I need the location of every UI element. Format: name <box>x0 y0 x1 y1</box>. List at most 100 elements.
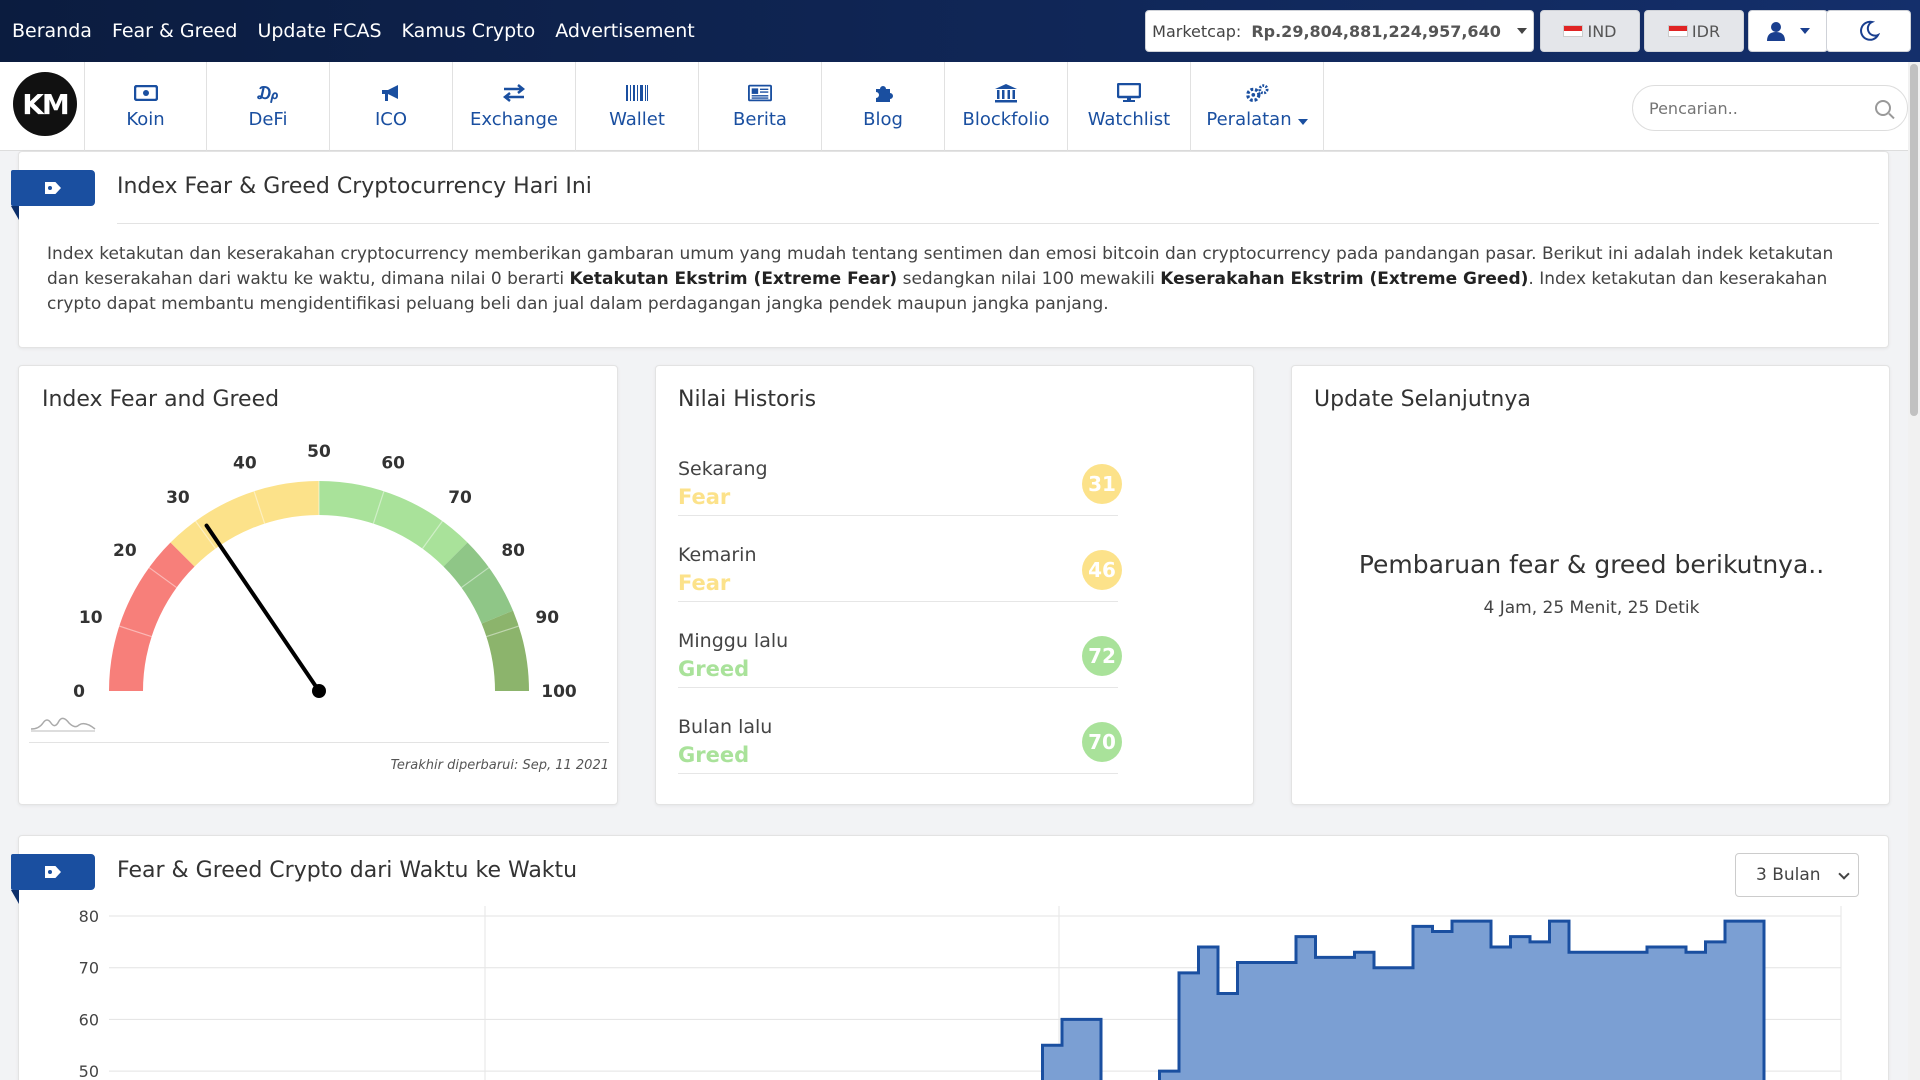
nav-exchange[interactable]: Exchange <box>453 62 576 151</box>
dark-mode-toggle[interactable] <box>1826 10 1911 52</box>
gauge-tick <box>253 491 266 524</box>
ribbon-label <box>11 854 95 904</box>
history-area-chart: 80 70 60 50 <box>79 906 1842 1080</box>
gauge-tick-label: 30 <box>166 488 190 508</box>
indonesia-flag-icon <box>1667 25 1688 37</box>
historis-status: Fear <box>678 485 731 509</box>
top-bar: Beranda Fear & Greed Update FCAS Kamus C… <box>0 0 1920 62</box>
defi-icon: ₯ <box>255 82 281 104</box>
nav-label: Peralatan <box>1206 109 1308 130</box>
intro-title: Index Fear & Greed Cryptocurrency Hari I… <box>117 174 592 199</box>
divider <box>117 223 1879 224</box>
gauge-tick <box>461 567 490 589</box>
nav-label: Watchlist <box>1087 109 1171 130</box>
gauge-tick-label: 100 <box>541 682 577 702</box>
gauge-tick-label: 10 <box>79 608 103 628</box>
nav-defi[interactable]: ₯ DeFi <box>207 62 330 151</box>
y-tick-label: 50 <box>79 1062 99 1080</box>
marketcap-dropdown[interactable]: Marketcap: Rp.29,804,881,224,957,640 <box>1145 10 1534 52</box>
period-value: 3 Bulan <box>1756 865 1821 885</box>
historis-label: Kemarin <box>678 544 757 566</box>
nav-blog[interactable]: Blog <box>822 62 945 151</box>
megaphone-icon <box>379 83 403 103</box>
money-icon <box>133 83 158 103</box>
sparkline-icon <box>30 717 96 732</box>
topnav-advertisement[interactable]: Advertisement <box>555 20 695 42</box>
gauge-tick-label: 90 <box>535 608 559 628</box>
tag-icon <box>45 866 61 878</box>
nav-blockfolio[interactable]: Blockfolio <box>945 62 1068 151</box>
ribbon-label <box>11 170 95 220</box>
nav-label: Berita <box>733 109 787 130</box>
gauge-tick-label: 20 <box>113 541 137 561</box>
gauge-segment-extreme-greed <box>481 610 529 691</box>
user-icon <box>1767 22 1785 41</box>
currency-label: IDR <box>1691 21 1721 41</box>
bank-icon <box>994 83 1018 103</box>
chevron-down-icon <box>1800 28 1810 34</box>
topnav-beranda[interactable]: Beranda <box>12 20 92 42</box>
gauge-tick-label: 50 <box>307 442 331 462</box>
search-input[interactable] <box>1649 98 1849 118</box>
period-select[interactable]: 3 Bulan <box>1735 853 1859 897</box>
intro-card: Index Fear & Greed Cryptocurrency Hari I… <box>11 151 1889 348</box>
language-button[interactable]: IND <box>1540 10 1640 52</box>
site-logo[interactable]: KM <box>13 72 77 136</box>
historis-badge: 31 <box>1082 464 1122 504</box>
intro-paragraph: Index ketakutan dan keserakahan cryptocu… <box>47 244 1834 314</box>
topnav-fear-greed[interactable]: Fear & Greed <box>111 20 238 42</box>
nav-label: Blog <box>863 109 903 130</box>
y-tick-label: 70 <box>79 959 99 978</box>
gauge-needle <box>204 523 321 693</box>
gauge-segment-greed-high <box>443 542 514 624</box>
user-menu-button[interactable] <box>1748 10 1828 52</box>
gauge-tick <box>372 491 385 524</box>
nav-ico[interactable]: ICO <box>330 62 453 151</box>
historis-row: Minggu lalu Greed 72 <box>678 626 1122 688</box>
nav-watchlist[interactable]: Watchlist <box>1068 62 1191 151</box>
historis-label: Sekarang <box>678 458 768 480</box>
language-label: IND <box>1587 21 1617 41</box>
countdown: 4 Jam, 25 Menit, 25 Detik <box>1483 598 1700 618</box>
moon-icon <box>1859 20 1880 41</box>
historis-card: Nilai Historis Sekarang Fear 31 Kemarin … <box>655 365 1254 805</box>
gauge-segment-extreme-fear <box>109 542 195 691</box>
newspaper-icon <box>748 83 772 103</box>
topnav-kamus-crypto[interactable]: Kamus Crypto <box>401 20 536 42</box>
search-box[interactable] <box>1632 85 1908 131</box>
last-updated: Terakhir diperbarui: Sep, 11 2021 <box>390 758 609 773</box>
nav-label: DeFi <box>248 109 288 130</box>
nav-peralatan[interactable]: Peralatan <box>1191 62 1324 151</box>
historis-row: Sekarang Fear 31 <box>678 454 1122 516</box>
historis-badge: 70 <box>1082 722 1122 762</box>
gauge-tick-label: 60 <box>381 454 405 474</box>
scrollbar-thumb[interactable] <box>1910 64 1918 416</box>
gauge-tick <box>486 625 519 638</box>
historis-row: Bulan lalu Greed 70 <box>678 712 1122 774</box>
gauge-tick-label: 70 <box>448 488 472 508</box>
nav-label: Blockfolio <box>962 109 1050 130</box>
gauge-tick-label: 80 <box>501 541 525 561</box>
chevron-down-icon <box>1838 868 1850 880</box>
nav-berita[interactable]: Berita <box>699 62 822 151</box>
search-icon[interactable] <box>1875 100 1891 116</box>
historis-badge: 72 <box>1082 636 1122 676</box>
gauge-segment-fear <box>170 481 319 567</box>
gauge-tick-label: 40 <box>233 454 257 474</box>
indonesia-flag-icon <box>1563 25 1584 37</box>
chevron-down-icon <box>1297 119 1308 125</box>
gauge-tick <box>421 520 443 549</box>
nav-items: Koin ₯ DeFi ICO Exchange Wallet Berita B… <box>84 62 1324 151</box>
historis-badge: 46 <box>1082 550 1122 590</box>
puzzle-icon <box>871 83 895 103</box>
nav-label: Wallet <box>609 109 665 130</box>
nav-wallet[interactable]: Wallet <box>576 62 699 151</box>
y-tick-label: 80 <box>79 907 99 926</box>
gauge-tick <box>195 520 217 549</box>
currency-button[interactable]: IDR <box>1644 10 1744 52</box>
gauge-pivot <box>312 684 326 698</box>
topnav-update-fcas[interactable]: Update FCAS <box>257 20 382 42</box>
historis-label: Minggu lalu <box>678 630 789 652</box>
nav-koin[interactable]: Koin <box>84 62 207 151</box>
gauge-tick <box>148 567 177 589</box>
